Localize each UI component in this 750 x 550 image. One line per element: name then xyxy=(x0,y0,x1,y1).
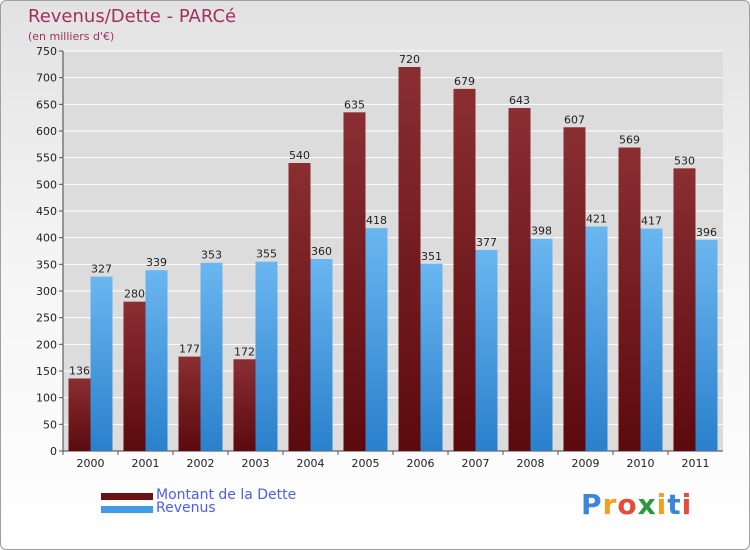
bar-debt xyxy=(508,108,531,452)
y-tick-label: 200 xyxy=(36,338,57,351)
bar-debt xyxy=(563,127,586,452)
data-label-debt: 569 xyxy=(619,134,640,147)
chart-subtitle: (en milliers d'€) xyxy=(28,30,115,43)
data-label-debt: 720 xyxy=(399,53,420,66)
bar-debt xyxy=(618,147,641,452)
bar-debt xyxy=(343,112,366,451)
y-tick-label: 400 xyxy=(36,232,57,245)
x-tick-label: 2011 xyxy=(682,457,710,470)
x-tick-label: 2008 xyxy=(517,457,545,470)
y-tick-label: 100 xyxy=(36,392,57,405)
logo-letter: r xyxy=(602,488,618,521)
y-tick-label: 50 xyxy=(43,418,57,431)
logo-letter: i xyxy=(681,488,693,521)
y-tick-label: 250 xyxy=(36,312,57,325)
logo-letter: x xyxy=(637,488,657,521)
data-label-revenus: 396 xyxy=(696,226,717,239)
legend-swatch-revenus xyxy=(101,506,153,513)
x-tick-label: 2006 xyxy=(407,457,435,470)
x-tick-label: 2003 xyxy=(242,457,270,470)
bar-revenus xyxy=(530,238,553,451)
y-tick-label: 750 xyxy=(36,45,57,58)
data-label-revenus: 377 xyxy=(476,236,497,249)
data-label-revenus: 360 xyxy=(311,245,332,258)
bar-revenus xyxy=(145,270,168,451)
bar-revenus xyxy=(475,249,498,451)
bar-revenus xyxy=(695,239,718,451)
bar-debt xyxy=(398,67,421,451)
y-tick-label: 300 xyxy=(36,285,57,298)
bar-debt xyxy=(123,301,146,451)
x-tick-label: 2005 xyxy=(352,457,380,470)
data-label-debt: 177 xyxy=(179,343,200,356)
bar-debt xyxy=(233,359,256,451)
y-tick-label: 600 xyxy=(36,125,57,138)
data-label-revenus: 421 xyxy=(586,212,607,225)
y-tick-label: 350 xyxy=(36,258,57,271)
logo-letter: i xyxy=(656,488,668,521)
data-label-debt: 635 xyxy=(344,98,365,111)
data-label-debt: 280 xyxy=(124,288,145,301)
bar-debt xyxy=(178,356,201,451)
legend-swatch-debt xyxy=(101,493,153,500)
plot-area xyxy=(63,51,723,451)
data-label-debt: 530 xyxy=(674,154,695,167)
bar-revenus xyxy=(585,226,608,451)
data-label-debt: 607 xyxy=(564,113,585,126)
x-tick-label: 2000 xyxy=(77,457,105,470)
bar-revenus xyxy=(200,262,223,451)
data-label-debt: 643 xyxy=(509,94,530,107)
bar-revenus xyxy=(365,228,388,451)
x-tick-label: 2007 xyxy=(462,457,490,470)
bar-debt xyxy=(453,88,476,451)
bar-revenus xyxy=(640,228,663,451)
y-tick-label: 0 xyxy=(50,445,57,458)
data-label-revenus: 418 xyxy=(366,214,387,227)
data-label-revenus: 355 xyxy=(256,248,277,261)
y-tick-label: 450 xyxy=(36,205,57,218)
data-label-debt: 679 xyxy=(454,75,475,88)
data-label-revenus: 327 xyxy=(91,263,112,276)
logo-letter: t xyxy=(667,488,682,521)
data-label-debt: 136 xyxy=(69,364,90,377)
x-tick-label: 2002 xyxy=(187,457,215,470)
legend-label-revenus: Revenus xyxy=(156,500,216,516)
y-tick-label: 150 xyxy=(36,365,57,378)
data-label-revenus: 398 xyxy=(531,225,552,238)
proxiti-logo: Proxiti xyxy=(581,488,692,521)
legend-label-debt: Montant de la Dette xyxy=(156,487,297,503)
bar-revenus xyxy=(255,261,278,451)
y-tick-label: 700 xyxy=(36,72,57,85)
x-tick-label: 2009 xyxy=(572,457,600,470)
data-label-debt: 172 xyxy=(234,345,255,358)
y-tick-label: 550 xyxy=(36,152,57,165)
data-label-revenus: 339 xyxy=(146,256,167,269)
data-label-revenus: 351 xyxy=(421,250,442,263)
y-tick-label: 650 xyxy=(36,98,57,111)
data-label-debt: 540 xyxy=(289,149,310,162)
data-label-revenus: 417 xyxy=(641,215,662,228)
x-tick-label: 2010 xyxy=(627,457,655,470)
logo-letter: o xyxy=(617,488,638,521)
bar-debt xyxy=(288,163,311,451)
data-label-revenus: 353 xyxy=(201,249,222,262)
bar-debt xyxy=(68,378,91,451)
x-tick-label: 2001 xyxy=(132,457,160,470)
bar-debt xyxy=(673,168,696,452)
y-tick-label: 500 xyxy=(36,178,57,191)
bar-revenus xyxy=(310,259,333,451)
logo-letter: P xyxy=(581,488,603,521)
bar-revenus xyxy=(420,263,443,451)
x-tick-label: 2004 xyxy=(297,457,325,470)
bar-revenus xyxy=(90,276,113,451)
chart-title: Revenus/Dette - PARCé xyxy=(28,6,237,27)
